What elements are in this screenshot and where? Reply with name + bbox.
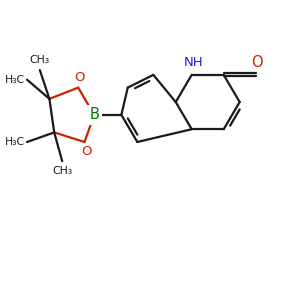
- Text: CH₃: CH₃: [52, 166, 72, 176]
- Text: CH₃: CH₃: [30, 55, 50, 65]
- Text: B: B: [89, 107, 99, 122]
- Text: O: O: [74, 71, 85, 84]
- Text: NH: NH: [184, 56, 203, 68]
- Text: O: O: [81, 146, 91, 158]
- Text: H₃C: H₃C: [5, 75, 25, 85]
- Text: H₃C: H₃C: [5, 137, 25, 147]
- Text: O: O: [251, 55, 263, 70]
